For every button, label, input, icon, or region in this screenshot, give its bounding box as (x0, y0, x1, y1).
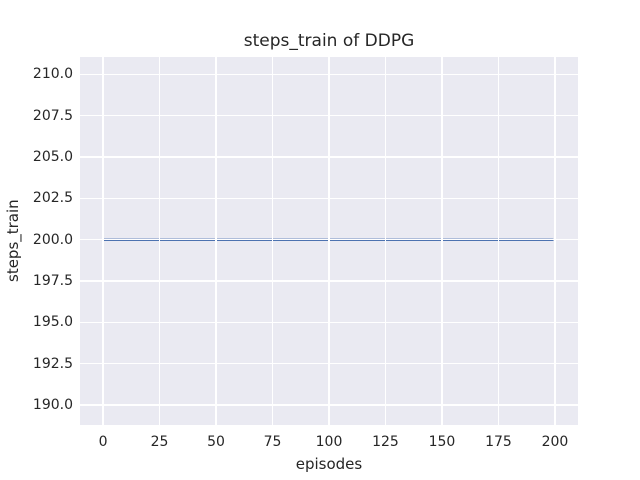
y-tick-label: 200.0 (32, 231, 73, 248)
y-tick-label: 197.5 (32, 273, 73, 290)
x-gridline (328, 57, 330, 425)
y-gridline (80, 404, 578, 406)
x-tick-label: 150 (428, 434, 456, 450)
y-gridline (80, 280, 578, 282)
x-gridline (554, 57, 556, 425)
x-gridline (271, 57, 274, 425)
plot-area (80, 57, 578, 425)
y-axis-label: steps_train (4, 199, 22, 283)
y-gridline (80, 197, 578, 200)
y-tick-label: 195.0 (32, 314, 73, 331)
x-gridline (441, 57, 443, 425)
x-axis-label: episodes (295, 455, 363, 473)
x-gridline (384, 57, 387, 425)
y-gridline (80, 73, 578, 76)
y-tick-label: 210.0 (32, 66, 73, 83)
x-tick-label: 25 (150, 434, 169, 450)
y-gridline (80, 156, 578, 158)
x-gridline (102, 57, 104, 425)
x-tick-label: 50 (207, 434, 225, 450)
y-gridline (80, 239, 578, 241)
x-tick-label: 75 (263, 434, 282, 450)
y-tick-label: 207.5 (32, 107, 73, 124)
y-gridline (80, 115, 578, 117)
x-tick-label: 175 (485, 434, 512, 450)
x-tick-label: 0 (98, 434, 108, 450)
chart-title: steps_train of DDPG (243, 31, 415, 51)
y-gridline (80, 363, 578, 365)
y-gridline (80, 321, 578, 324)
x-tick-label: 100 (315, 434, 343, 450)
x-gridline (497, 57, 500, 425)
x-tick-label: 200 (541, 434, 569, 450)
x-tick-label: 125 (372, 434, 399, 450)
y-tick-label: 192.5 (32, 355, 73, 372)
x-gridline (158, 57, 161, 425)
y-tick-label: 205.0 (32, 149, 73, 166)
y-tick-label: 190.0 (32, 397, 73, 414)
y-tick-label: 202.5 (32, 190, 73, 207)
x-gridline (215, 57, 217, 425)
